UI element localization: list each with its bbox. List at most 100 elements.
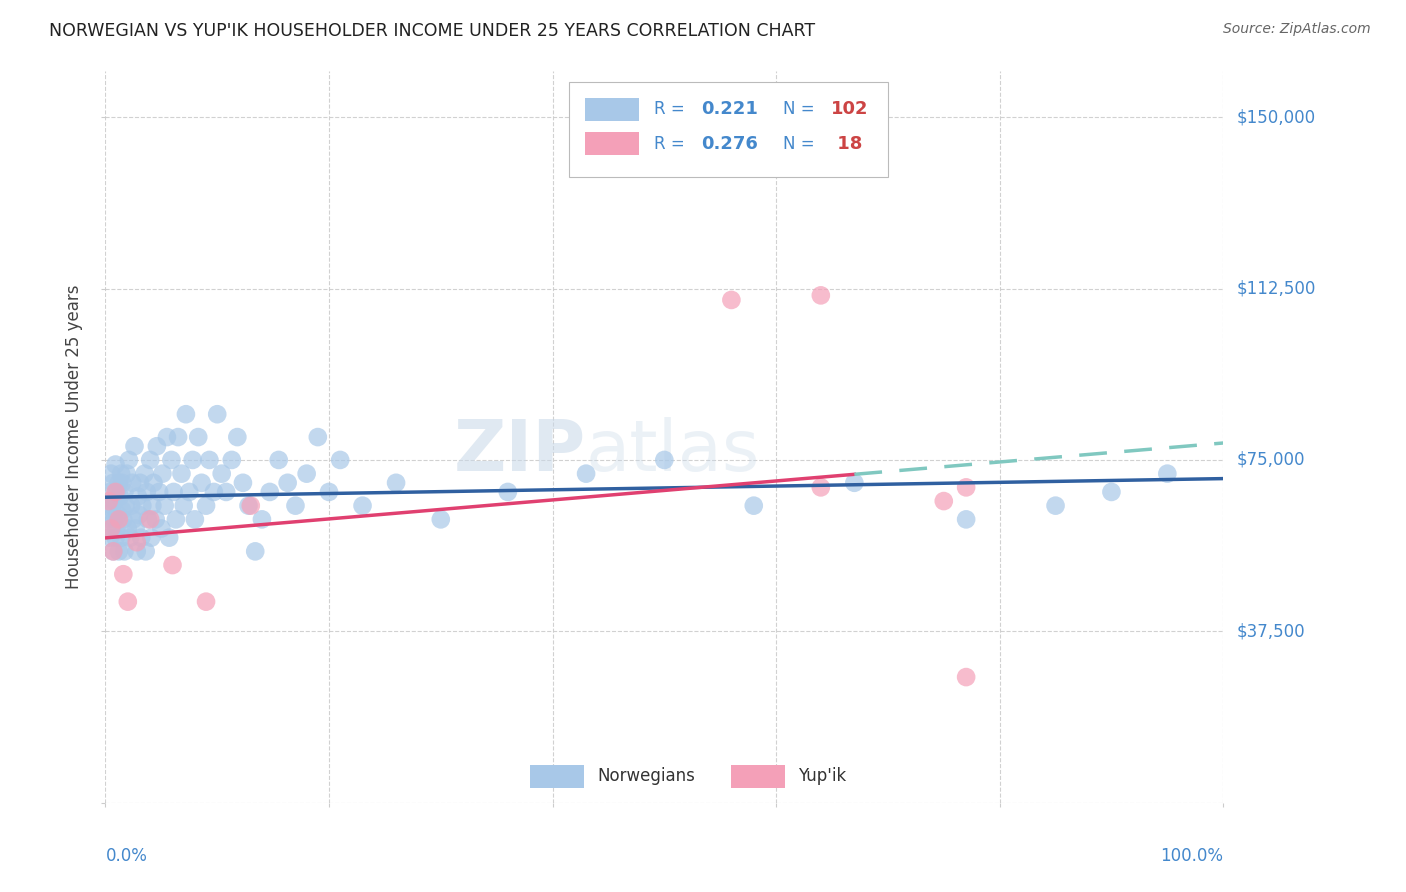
FancyBboxPatch shape — [569, 82, 889, 178]
Text: N =: N = — [783, 101, 820, 119]
Point — [107, 508, 129, 522]
Point — [167, 430, 190, 444]
Point — [202, 484, 225, 499]
Point — [955, 670, 977, 684]
Point — [720, 293, 742, 307]
Point — [181, 453, 204, 467]
Point — [136, 512, 159, 526]
Point — [135, 544, 157, 558]
Point — [98, 484, 121, 499]
Point — [810, 480, 832, 494]
Point — [114, 499, 136, 513]
Point — [114, 544, 136, 558]
Text: $37,500: $37,500 — [1237, 623, 1306, 640]
Point — [179, 484, 201, 499]
Point — [110, 531, 132, 545]
Point — [575, 467, 598, 481]
Point — [125, 544, 148, 558]
Text: Yup'ik: Yup'ik — [799, 767, 846, 786]
Point — [1045, 499, 1067, 513]
Point — [215, 484, 238, 499]
Point — [129, 475, 152, 490]
Point — [284, 499, 307, 513]
Point — [652, 453, 676, 467]
Point — [105, 521, 128, 535]
Point — [108, 475, 131, 490]
Point — [165, 512, 187, 526]
Point — [112, 512, 135, 526]
Point — [152, 467, 174, 481]
Point — [955, 512, 977, 526]
Point — [117, 521, 139, 535]
Text: 100.0%: 100.0% — [1160, 847, 1223, 864]
Point — [104, 458, 127, 472]
Point — [103, 475, 125, 490]
Point — [173, 499, 195, 513]
Point — [352, 499, 374, 513]
FancyBboxPatch shape — [585, 98, 638, 121]
Text: 0.221: 0.221 — [702, 101, 758, 119]
Point — [146, 439, 169, 453]
Point — [124, 521, 146, 535]
Point — [932, 494, 955, 508]
Y-axis label: Householder Income Under 25 years: Householder Income Under 25 years — [65, 285, 83, 590]
Point — [122, 512, 145, 526]
Text: N =: N = — [783, 135, 820, 153]
Point — [129, 531, 152, 545]
Point — [221, 453, 243, 467]
Point — [245, 544, 267, 558]
Point — [162, 484, 184, 499]
Text: 18: 18 — [831, 135, 862, 153]
Point — [153, 499, 176, 513]
Point — [307, 430, 329, 444]
Point — [187, 430, 209, 444]
Point — [120, 499, 142, 513]
Point — [100, 467, 122, 481]
Point — [157, 531, 180, 545]
Point — [385, 475, 408, 490]
Point — [103, 494, 125, 508]
Point — [104, 531, 127, 545]
Point — [955, 480, 977, 494]
Text: R =: R = — [654, 135, 690, 153]
Point — [142, 475, 165, 490]
Point — [103, 544, 125, 558]
Point — [160, 453, 183, 467]
Text: 0.276: 0.276 — [702, 135, 758, 153]
Point — [115, 467, 138, 481]
Text: $150,000: $150,000 — [1237, 108, 1316, 126]
Point — [108, 544, 131, 558]
Point — [98, 531, 121, 545]
Point — [121, 475, 143, 490]
Point — [190, 475, 212, 490]
Point — [104, 484, 127, 499]
Text: atlas: atlas — [586, 417, 761, 486]
Point — [844, 475, 866, 490]
Point — [127, 490, 149, 504]
Point — [239, 499, 262, 513]
Point — [108, 512, 131, 526]
Point — [277, 475, 299, 490]
Point — [97, 494, 120, 508]
FancyBboxPatch shape — [585, 132, 638, 155]
Point — [150, 521, 173, 535]
Point — [114, 484, 136, 499]
Point — [238, 499, 260, 513]
Point — [131, 499, 153, 513]
Point — [430, 512, 453, 526]
Point — [117, 594, 139, 608]
Point — [111, 475, 134, 490]
Point — [139, 453, 162, 467]
Point — [267, 453, 290, 467]
Point — [250, 512, 273, 526]
Point — [174, 407, 197, 421]
Point — [162, 558, 184, 573]
Point — [742, 499, 765, 513]
Point — [295, 467, 318, 481]
Point — [118, 453, 141, 467]
Text: R =: R = — [654, 101, 690, 119]
Point — [205, 407, 228, 421]
Text: Norwegians: Norwegians — [598, 767, 695, 786]
FancyBboxPatch shape — [530, 764, 583, 789]
Point — [184, 512, 207, 526]
